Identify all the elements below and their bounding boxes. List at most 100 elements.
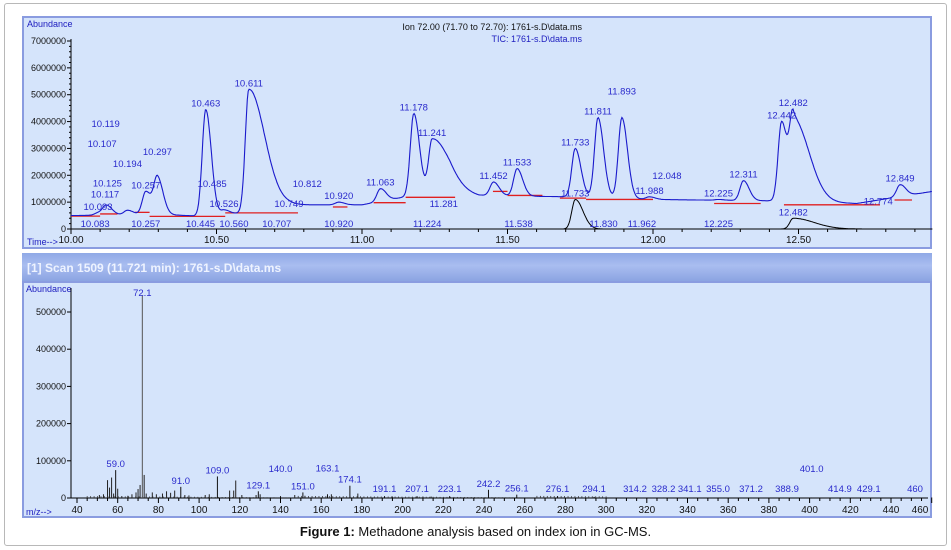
- peak-label: 11.063: [366, 178, 394, 189]
- x-tick-label: 10.50: [204, 235, 229, 246]
- scan-title-bar: [1] Scan 1509 (11.721 min): 1761-s.D\dat…: [22, 253, 932, 281]
- peak-label: 10.194: [113, 159, 142, 170]
- x-tick-label: 220: [435, 505, 452, 516]
- peak-label: 10.920: [324, 191, 353, 202]
- peak-label: 10.125: [93, 179, 122, 190]
- integration-label: 11.281: [430, 199, 458, 210]
- x-tick-label: 120: [231, 505, 248, 516]
- y-tick-label: 6000000: [31, 63, 66, 73]
- scan-title: [1] Scan 1509 (11.721 min): 1761-s.D\dat…: [27, 261, 282, 275]
- x-tick-label: 11.00: [350, 235, 375, 246]
- x-tick-label: 100: [191, 505, 208, 516]
- spectrum-peak-label: 314.2: [623, 484, 647, 495]
- peak-label: 10.463: [191, 98, 220, 109]
- spectrum-peak-label: 341.1: [678, 484, 702, 495]
- figure-caption: Figure 1: Methadone analysis based on in…: [0, 524, 951, 539]
- integration-label: 11.224: [413, 219, 441, 230]
- peak-label: 10.117: [91, 190, 119, 201]
- caption-label: Figure 1:: [299, 524, 355, 539]
- y-tick-label: 300000: [36, 381, 66, 391]
- peak-label: 11.893: [608, 87, 636, 98]
- x-tick-label: 12.00: [640, 235, 665, 246]
- peak-label: 11.178: [400, 103, 428, 114]
- ion-peak-label: 12.482: [779, 207, 808, 218]
- peak-label: 11.241: [418, 128, 446, 139]
- integration-label: 10.119: [91, 119, 119, 130]
- peak-label: 12.311: [729, 170, 757, 181]
- spectrum-peak-label: 429.1: [857, 484, 881, 495]
- x-tick-label: 400: [801, 505, 818, 516]
- mass-spectrum: Abundance m/z--> 0 100000 200000 300000 4000…: [26, 284, 933, 517]
- integration-label: 10.107: [88, 139, 117, 150]
- chromatogram-title-ion: Ion 72.00 (71.70 to 72.70): 1761-s.D\dat…: [402, 22, 582, 32]
- integration-label: 11.962: [628, 219, 656, 230]
- x-tick-label: 12.50: [786, 235, 811, 246]
- chromatogram-title-tic: TIC: 1761-s.D\data.ms: [491, 34, 582, 44]
- peak-label: 11.533: [503, 158, 531, 169]
- y-tick-label: 3000000: [31, 143, 66, 153]
- spectrum-peak-label: 371.2: [739, 484, 763, 495]
- spectrum-peak-label: 163.1: [316, 463, 340, 474]
- y-tick-label: 1000000: [31, 197, 66, 207]
- spectrum-peak-label: 174.1: [338, 475, 362, 486]
- figure-frame: [4, 3, 947, 546]
- integration-label: 12.225: [704, 219, 733, 230]
- y-tick-label: 200000: [36, 419, 66, 429]
- spectrum-peak-label: 109.0: [206, 465, 230, 476]
- x-tick-label: 340: [679, 505, 696, 516]
- integration-label: 10.485: [198, 179, 227, 190]
- x-tick-label: 11.50: [495, 235, 520, 246]
- x-tick-label: 140: [272, 505, 289, 516]
- spectrum-peak-label: 191.1: [373, 484, 397, 495]
- integration-label: 10.920: [324, 219, 353, 230]
- spectrum-peak-label: 207.1: [405, 484, 429, 495]
- chromatogram-ylabel: Abundance: [27, 19, 73, 29]
- x-tick-label: 380: [761, 505, 778, 516]
- spectrum-peak-label: 223.1: [438, 484, 462, 495]
- spectrum-peak-label: 129.1: [246, 480, 270, 491]
- peak-label: 10.526: [210, 199, 239, 210]
- x-tick-label: 300: [598, 505, 615, 516]
- y-tick-label: 500000: [36, 307, 66, 317]
- integration-label: 10.812: [293, 179, 322, 190]
- peak-label: 10.297: [143, 147, 172, 158]
- x-tick-label: 260: [516, 505, 533, 516]
- spectrum-ylabel: Abundance: [26, 284, 72, 294]
- spectrum-peak-label: 460: [907, 484, 923, 495]
- spectrum-peak-label: 388.9: [775, 484, 799, 495]
- chromatogram-xlabel: Time-->: [27, 237, 58, 247]
- spectrum-peak-label: 151.0: [291, 481, 315, 492]
- x-tick-label: 10.00: [58, 235, 83, 246]
- integration-label: 10.560: [219, 219, 248, 230]
- y-tick-label: 4000000: [31, 117, 66, 127]
- spectrum-peak-label: 355.0: [706, 484, 730, 495]
- peak-label: 12.849: [886, 174, 915, 185]
- spectrum-peak-label: 242.2: [477, 479, 501, 490]
- x-tick-label: 160: [313, 505, 330, 516]
- y-tick-label: 100000: [36, 456, 66, 466]
- spectrum-peak-label: 276.1: [546, 484, 570, 495]
- chromatogram-panel: [22, 16, 932, 249]
- x-tick-label: 460: [912, 505, 929, 516]
- x-tick-label: 80: [153, 505, 165, 516]
- peak-label: 10.093: [84, 202, 113, 213]
- peak-label: 12.774: [864, 197, 893, 208]
- ion72-trace: [536, 198, 871, 230]
- peak-label: 12.442: [767, 111, 796, 122]
- spectrum-peak-label: 294.1: [582, 484, 606, 495]
- chromatogram: Abundance Time--> Ion 72.00 (71.70 to 72…: [27, 19, 933, 247]
- x-tick-label: 40: [71, 505, 83, 516]
- integration-label: 10.445: [186, 219, 215, 230]
- spectrum-peak-label: 140.0: [269, 464, 293, 475]
- mass-spectrum-panel: [22, 281, 932, 518]
- integration-label: 10.707: [262, 219, 291, 230]
- integration-label: 10.749: [274, 199, 303, 210]
- x-tick-label: 360: [720, 505, 737, 516]
- x-tick-label: 180: [354, 505, 371, 516]
- caption-text: Methadone analysis based on index ion in…: [354, 524, 652, 539]
- spectrum-peak-label: 59.0: [106, 459, 125, 470]
- spectrum-peak-label: 256.1: [505, 484, 529, 495]
- y-tick-label: 5000000: [31, 90, 66, 100]
- integration-label: 10.083: [81, 219, 110, 230]
- y-tick-label: 2000000: [31, 170, 66, 180]
